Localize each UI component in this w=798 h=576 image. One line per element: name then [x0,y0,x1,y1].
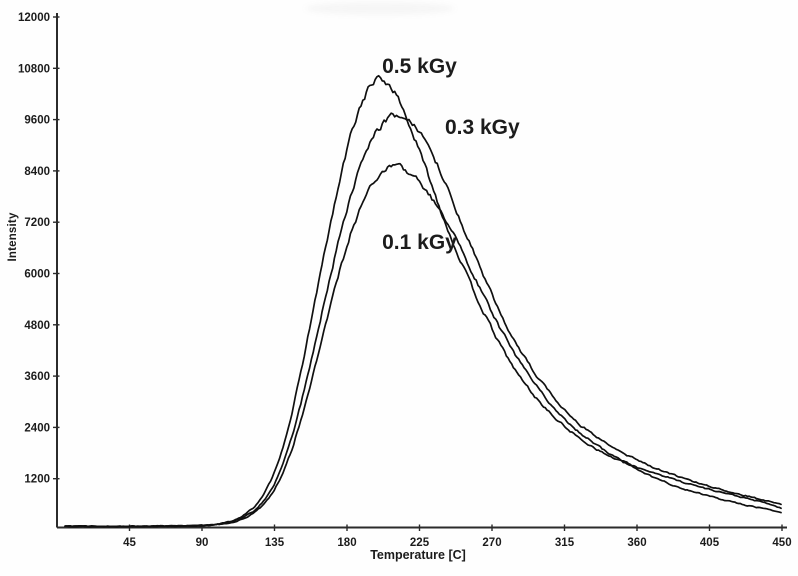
y-tick-label: 3600 [24,371,50,383]
x-tick-label: 360 [627,537,646,549]
dose-label-0.5-kgy: 0.5 kGy [382,55,457,78]
faint-smudge [305,2,455,15]
x-tick-label: 270 [482,537,501,549]
y-axis-title: Intensity [7,212,19,262]
y-tick-label: 8400 [24,166,50,178]
y-tick-label: 6000 [24,269,50,281]
dose-label-0.1-kgy: 0.1 kGy [382,231,457,254]
y-tick-label: 4800 [24,320,50,332]
x-tick-label: 90 [196,537,209,549]
y-tick-label: 9600 [24,115,50,127]
y-tick-label: 10800 [18,63,50,75]
axes-lines [56,13,787,529]
glow-curve-0.3-kgy [64,112,782,528]
x-tick-label: 45 [123,537,136,549]
glow-curve-0.1-kgy [64,162,782,528]
y-tick-label: 2400 [24,422,50,434]
x-axis-title: Temperature [C] [370,548,466,562]
x-tick-label: 225 [410,537,430,549]
y-tick-label: 7200 [24,217,50,229]
x-tick-label: 180 [337,537,356,549]
dose-label-0.3-kgy: 0.3 kGy [445,116,520,139]
y-tick-label: 1200 [24,474,50,486]
x-tick-label: 405 [700,537,720,549]
x-tick-label: 315 [555,537,575,549]
glow-curve-0.5-kgy [64,74,782,528]
x-tick-label: 450 [772,537,791,549]
y-tick-label: 12000 [18,12,50,24]
x-tick-label: 135 [265,537,285,549]
